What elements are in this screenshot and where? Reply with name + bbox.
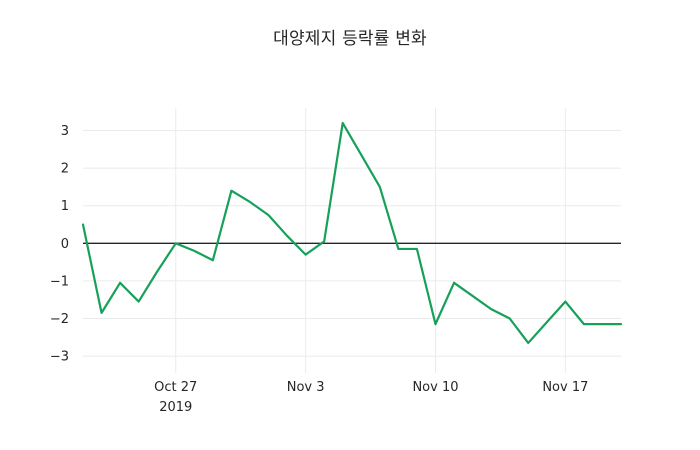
grid-lines <box>83 130 621 357</box>
x-tick-label: Nov 10 <box>412 380 458 395</box>
y-tick-label: −1 <box>50 274 69 289</box>
x-tick-sublabel: 2019 <box>159 400 192 415</box>
x-tick-label: Nov 3 <box>287 380 325 395</box>
y-axis-tick-labels: 3 2 1 0 −1 −2 −3 <box>50 124 69 365</box>
x-tick-label: Nov 17 <box>542 380 588 395</box>
y-tick-label: 0 <box>61 237 69 252</box>
x-grid-lines <box>175 108 566 373</box>
series-polyline <box>81 121 623 345</box>
x-axis-tick-labels: Oct 27 2019 Nov 3 Nov 10 Nov 17 <box>154 380 588 415</box>
data-series-line <box>81 121 623 345</box>
y-tick-label: 1 <box>61 199 69 214</box>
chart-title: 대양제지 등락률 변화 <box>273 29 427 49</box>
x-tick-label: Oct 27 <box>154 380 197 395</box>
y-tick-label: 3 <box>61 124 69 139</box>
y-tick-label: 2 <box>61 162 69 177</box>
y-tick-label: −3 <box>50 350 69 365</box>
y-tick-label: −2 <box>50 312 69 327</box>
